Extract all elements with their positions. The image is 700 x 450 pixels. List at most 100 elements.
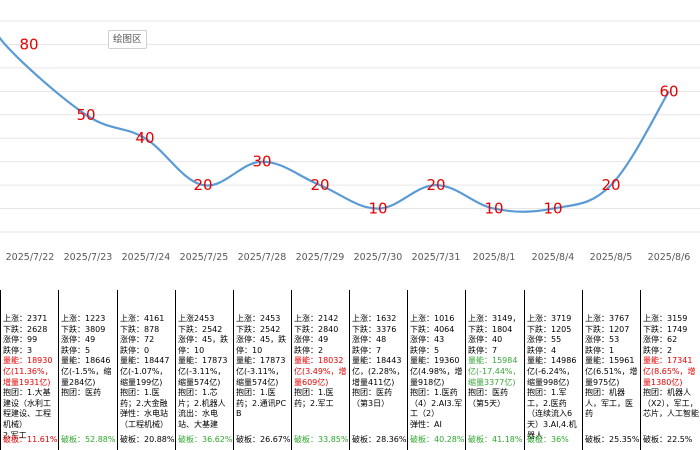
theme-text: 抱团：机器人（X2），军工，芯片，人工智能 [643, 388, 699, 419]
day-summary-column: 上涨2453 下跌：2542 涨停：45，跌 停：10 量能：17873亿(-3.11%… [175, 290, 233, 450]
data-label: 20 [193, 176, 212, 194]
limit-up-count: 涨停：62 [643, 335, 678, 345]
theme-text: 2.军工 [3, 430, 27, 440]
theme-text: 抱团：1.大基建设（水利工程建设、工程机械） [3, 388, 51, 429]
data-label: 50 [76, 106, 95, 124]
volume-text: 量能：15984亿(-17.44%，缩量3377亿) [468, 356, 521, 387]
x-tick-label: 2025/8/5 [590, 252, 633, 263]
theme-text: 抱团：医药（第3日） [352, 388, 392, 408]
day-summary-column: 上涨：1223 下跌：3809 涨停：49 跌停：5 量能：18646亿(-1.5%，缩… [58, 290, 117, 450]
x-tick-label: 2025/7/31 [412, 252, 461, 263]
day-stats: 上涨：3159 下跌：1749 涨停：62 跌停：2 量能：17341亿(8.65%，增… [643, 314, 699, 420]
day-stats: 上涨：3719 下跌：1205 涨停：55 跌停：4 量能：14986亿(-6.24%，… [527, 314, 581, 441]
volume-text: 量能：18443亿，(2.28%，增量411亿) [352, 356, 405, 387]
limit-down-count: 跌停：2 [643, 345, 673, 355]
limit-up-count: 涨停：53 [585, 335, 620, 345]
break-rate: 破板：41.18% [468, 435, 523, 444]
day-stats: 上涨：3149， 下跌：1804 涨停：40 跌停：7 量能：15984亿(-17.44… [468, 314, 523, 409]
break-rate: 破板：40.28% [410, 435, 465, 444]
day-summary-column: 上涨：4161 下跌：878 涨停：72 跌停：0 量能：18447亿(-1.07%，缩… [117, 290, 175, 450]
break-rate: 破板：20.88% [120, 435, 175, 444]
break-rate: 破板：33.85% [294, 435, 349, 444]
theme-text: 抱团：医药（第5天） [468, 388, 508, 408]
advancers-count: 上涨2453 [178, 314, 215, 323]
x-tick-label: 2025/7/28 [238, 252, 287, 263]
theme-text: 弹性：水电站（工程机械） [120, 409, 168, 429]
break-rate: 破板：11.61% [3, 435, 58, 444]
volume-text: 量能：15961亿(6.51%，增量975亿) [585, 356, 638, 387]
theme-text: 抱团：1.医药（4）2.AI3.军工（2） [410, 388, 463, 419]
break-rate: 破板：22.5% [643, 435, 693, 444]
limit-down-count: 跌停：5 [410, 345, 440, 355]
limit-up-count: 涨停：45，跌 [236, 335, 287, 345]
volume-text: 量能：18646亿(-1.5%，缩量284亿) [61, 356, 112, 387]
x-tick-label: 2025/8/6 [648, 252, 691, 263]
limit-down-count: 跌停：7 [468, 345, 498, 355]
theme-text: 弹性：AI [410, 419, 442, 429]
day-stats: 上涨：2453 下跌：2542 涨停：45，跌 停：10 量能：17873亿(-3.11… [236, 314, 290, 420]
theme-text: 抱团：1.医药；2.大金融 [120, 388, 168, 408]
decliners-count: 下跌：2542 [236, 324, 281, 334]
data-label: 10 [368, 200, 387, 218]
limit-down-count: 跌停：4 [527, 345, 557, 355]
volume-text: 量能：18032亿(3.49%，增量609亿) [294, 356, 347, 387]
decliners-count: 下跌：1804 [468, 324, 513, 334]
theme-text: 抱团：机器人，军工，医药 [585, 388, 633, 419]
decliners-count: 下跌：4064 [410, 324, 455, 334]
limit-up-count: 涨停：43 [410, 335, 445, 345]
limit-down-count: 跌停：1 [585, 345, 615, 355]
chart-gridlines [0, 20, 700, 233]
limit-up-count: 涨停：72 [120, 335, 155, 345]
break-rate: 破板：36.62% [178, 435, 233, 444]
volume-text: 量能：17873亿(-3.11%，缩量574亿) [236, 356, 286, 387]
volume-text: 量能：18447亿(-1.07%，缩量199亿) [120, 356, 170, 387]
limit-down-count: 停：10 [178, 345, 205, 355]
x-tick-label: 2025/7/22 [6, 252, 55, 263]
theme-text: 流出：水电站、大基建 [178, 409, 218, 429]
break-rate: 破板：26.67% [236, 435, 291, 444]
advancers-count: 上涨：3149， [468, 314, 521, 323]
decliners-count: 下跌：1207 [585, 324, 630, 334]
limit-up-count: 涨停：99 [3, 335, 38, 345]
x-axis-ticks: 2025/7/22 2025/7/23 2025/7/24 2025/7/25 2025… [6, 252, 691, 263]
x-tick-label: 2025/8/4 [532, 252, 575, 263]
day-summary-column: 上涨：2371 下跌：2628 涨停：99 跌停：3 量能：18930亿(11.36%，… [0, 290, 58, 450]
day-stats: 上涨：1016 下跌：4064 涨停：43 跌停：5 量能：19360亿(4.98%，增… [410, 314, 464, 431]
limit-up-count: 涨停：55 [527, 335, 562, 345]
day-stats: 上涨：1223 下跌：3809 涨停：49 跌停：5 量能：18646亿(-1.5%，缩… [61, 314, 116, 399]
advancers-count: 上涨：3719 [527, 314, 572, 323]
data-label: 10 [543, 200, 562, 218]
decliners-count: 下跌：2542 [178, 324, 223, 334]
day-stats: 上涨2453 下跌：2542 涨停：45，跌 停：10 量能：17873亿(-3.11%… [178, 314, 232, 431]
data-label: 20 [601, 176, 620, 194]
theme-text: 抱团：1.医药；2.通讯PCB [236, 388, 287, 419]
volume-text: 量能：14986亿(-6.24%，缩量998亿) [527, 356, 577, 387]
data-label: 10 [484, 200, 503, 218]
day-summary-column: 上涨：2453 下跌：2542 涨停：45，跌 停：10 量能：17873亿(-3.11… [233, 290, 291, 450]
limit-down-count: 跌停：7 [352, 345, 382, 355]
day-summary-column: 上涨：1016 下跌：4064 涨停：43 跌停：5 量能：19360亿(4.98%，增… [407, 290, 465, 450]
data-label: 80 [19, 35, 38, 53]
decliners-count: 下跌：878 [120, 324, 160, 334]
break-rate: 破板：25.35% [585, 435, 640, 444]
data-label: 20 [310, 176, 329, 194]
volume-text: 量能：18930亿(11.36%，增量1931亿) [3, 356, 53, 387]
plot-area-tooltip: 绘图区 [108, 30, 147, 49]
limit-up-count: 涨停：45，跌 [178, 335, 229, 345]
limit-up-count: 涨停：48 [352, 335, 387, 345]
x-tick-label: 2025/7/25 [180, 252, 229, 263]
data-label: 40 [135, 129, 154, 147]
series-line [0, 36, 670, 213]
advancers-count: 上涨：3767 [585, 314, 630, 323]
day-stats: 上涨：4161 下跌：878 涨停：72 跌停：0 量能：18447亿(-1.07%，缩… [120, 314, 174, 431]
day-summary-column: 上涨：3159 下跌：1749 涨停：62 跌停：2 量能：17341亿(8.65%，增… [640, 290, 700, 450]
day-summary-column: 上涨：3149， 下跌：1804 涨停：40 跌停：7 量能：15984亿(-17.44… [465, 290, 524, 450]
decliners-count: 下跌：3376 [352, 324, 397, 334]
volume-text: 量能：17341亿(8.65%，增量1380亿) [643, 356, 696, 387]
limit-down-count: 跌停：3 [3, 345, 33, 355]
advancers-count: 上涨：2371 [3, 314, 48, 323]
day-stats: 上涨：3767 下跌：1207 涨停：53 跌停：1 量能：15961亿(6.51%，增… [585, 314, 639, 420]
advancers-count: 上涨：2453 [236, 314, 281, 323]
advancers-count: 上涨：4161 [120, 314, 165, 323]
